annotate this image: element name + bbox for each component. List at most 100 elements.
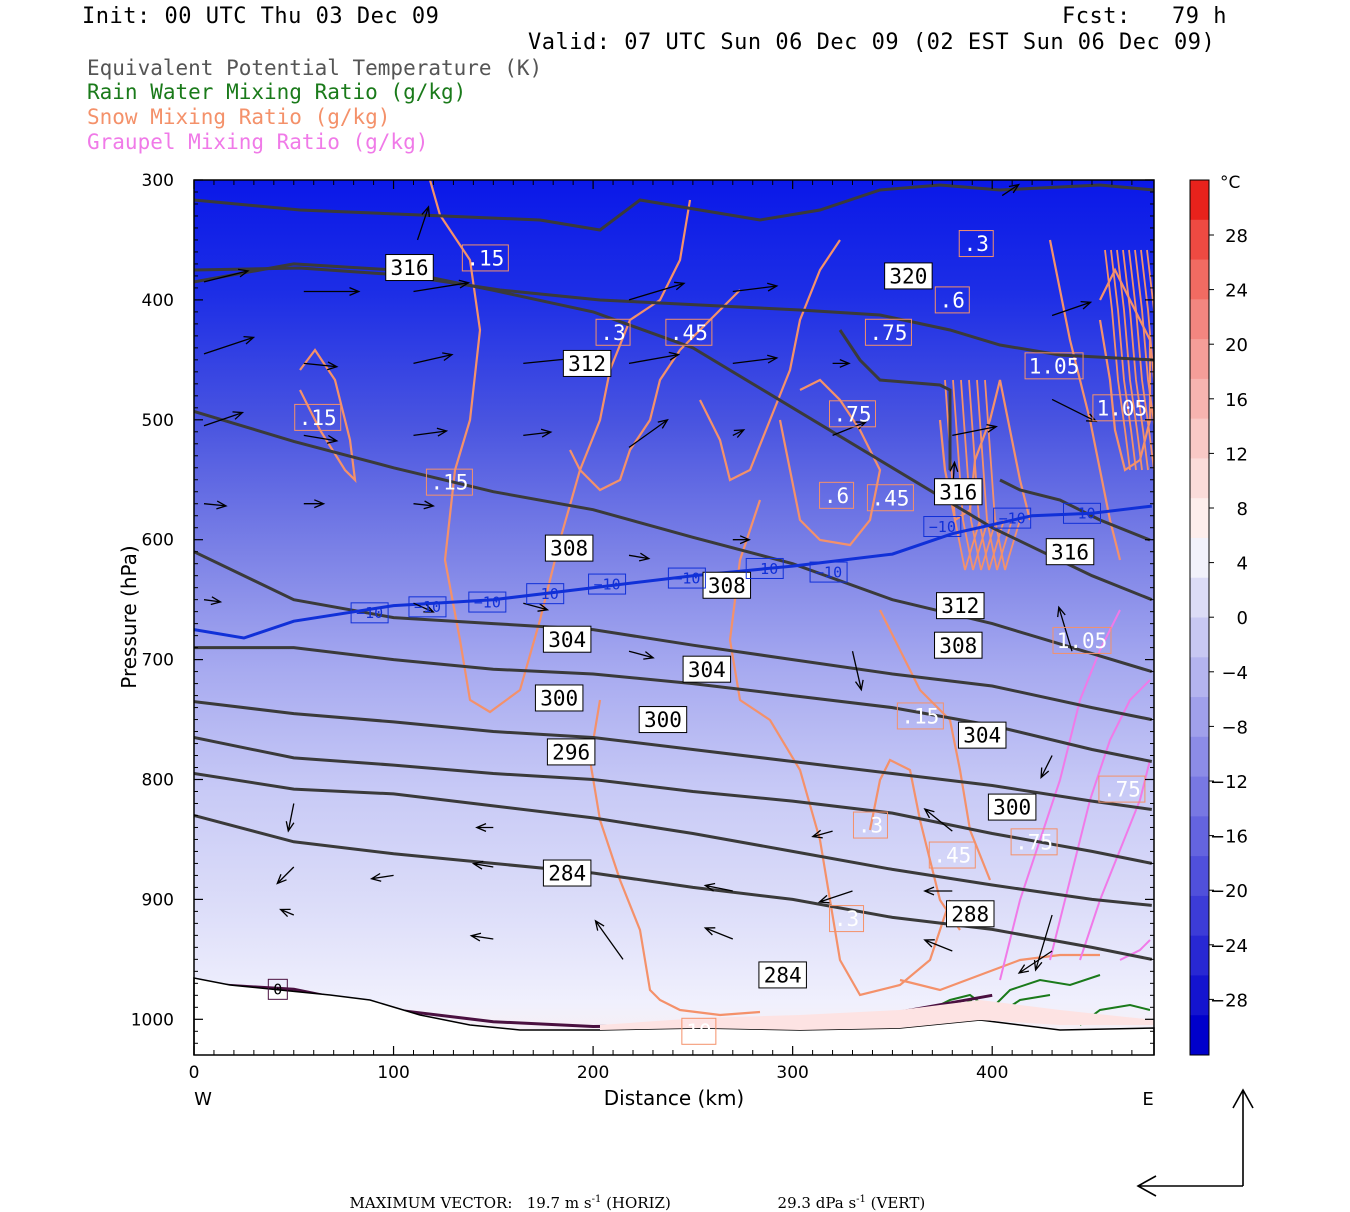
snow-label: .6 (940, 288, 965, 312)
snow-label-box (958, 230, 994, 258)
colorbar-band (1190, 935, 1209, 976)
colorbar-band (1190, 219, 1209, 261)
snow-contour (1134, 249, 1154, 430)
theta-e-label-box (702, 571, 752, 599)
wind-vector-arrow (303, 434, 339, 444)
snow-label-box (425, 468, 473, 496)
graupel-contour (1049, 679, 1151, 961)
wind-vector-arrow (203, 268, 250, 283)
snow-label-box (829, 905, 865, 933)
x-tick-label: 0 (189, 1063, 200, 1083)
wind-vector-arrow (303, 287, 361, 296)
isotherm-label: −10 (673, 569, 700, 587)
y-tick-label: 600 (142, 531, 174, 551)
wind-vector-arrow (1033, 914, 1053, 972)
snow-contour (1146, 249, 1154, 321)
theta-e-label: 300 (644, 708, 682, 732)
colorbar-band (1190, 657, 1209, 698)
wind-vector-arrow (285, 803, 295, 833)
wind-vector-arrow (628, 351, 681, 365)
theta-e-label-box (546, 738, 596, 766)
isotherm-label-box (588, 573, 627, 595)
plot-frame (193, 179, 1155, 1056)
max-vector-footer: MAXIMUM VECTOR: 19.7 m s-1 (HORIZ) (340, 1176, 671, 1212)
wind-vector-arrow (1017, 950, 1053, 974)
colorbar-label: 0 (1237, 608, 1248, 629)
wind-vector-arrow (1051, 398, 1098, 423)
snow-label-box (294, 403, 342, 431)
colorbar-band (1190, 458, 1209, 499)
wind-vector-arrow (413, 352, 454, 365)
wind-vector-arrow (203, 500, 228, 510)
wind-vector-arrow (832, 358, 851, 368)
wind-vector-arrow (732, 282, 779, 293)
snow-label-box (665, 318, 713, 346)
y-tick-label: 1000 (131, 1010, 174, 1030)
vert-unit: (VERT) (865, 1194, 926, 1212)
theta-e-label: 304 (688, 658, 726, 682)
snow-label-box (681, 1017, 717, 1045)
snow-contour (588, 699, 761, 1017)
isotherm-label-box (267, 978, 288, 1000)
snow-contour (1122, 249, 1149, 471)
colorbar-label: 24 (1225, 281, 1248, 302)
theta-e-label: 308 (939, 634, 977, 658)
snow-label-box (819, 481, 855, 509)
wind-vector-arrow (703, 882, 733, 892)
theta-e-label: 284 (764, 963, 802, 987)
isotherm-label-box (526, 583, 565, 605)
terrain (193, 977, 1155, 1055)
y-axis-title: Pressure (hPa) (117, 545, 141, 688)
snow-label-box (461, 244, 509, 272)
isotherm-label-box (923, 516, 962, 538)
wind-vector-arrow (703, 927, 734, 940)
theta-e-label-box (945, 900, 995, 928)
theta-e-line (194, 266, 1154, 362)
snow-label-box (896, 702, 944, 730)
wind-vector-arrow (303, 499, 326, 509)
graupel-contour (1119, 939, 1151, 961)
isotherm-label: −10 (999, 510, 1026, 528)
isotherm-label: −10 (414, 598, 441, 616)
colorbar-band (1190, 776, 1209, 817)
horiz-unit: (HORIZ) (601, 1194, 671, 1212)
snow-contour (1104, 249, 1131, 471)
colorbar: 28 24 20 16 12 8 4 0 −4 −8 −12 −16 −20 −24 −28 °C (1189, 173, 1248, 1056)
snow-label: .45 (871, 486, 909, 510)
colorbar-label: −24 (1210, 936, 1248, 957)
isotherm-label: 0 (273, 981, 282, 999)
theta-e-label: 308 (550, 537, 588, 561)
theta-e-label: 316 (391, 256, 429, 280)
theta-e-label-box (534, 684, 584, 712)
theta-e-label: 300 (540, 687, 578, 711)
colorbar-label: −20 (1210, 881, 1248, 902)
colorbar-label: 20 (1225, 335, 1248, 356)
colorbar-band (1190, 339, 1209, 380)
theta-e-label-box (385, 254, 434, 282)
snow-label: 1.05 (1029, 354, 1080, 378)
wind-vectors (203, 183, 1098, 974)
colorbar-label: 8 (1237, 499, 1248, 520)
colorbar-band (1190, 418, 1209, 459)
theta-e-label-box (758, 961, 807, 989)
x-axis-east-label: E (1142, 1089, 1153, 1110)
theta-e-label-box (638, 706, 688, 734)
theta-e-contours (194, 183, 1154, 961)
snow-label-box (866, 484, 914, 512)
colorbar-band (1190, 856, 1209, 897)
colorbar-band (1190, 816, 1209, 857)
wind-vector-arrow (732, 535, 751, 545)
forecast-hour: Fcst: 79 h (1062, 4, 1227, 29)
theta-e-label-box (544, 534, 594, 562)
theta-e-label-box (987, 793, 1037, 821)
isotherm-label: −10 (1068, 505, 1095, 523)
theta-e-label-box (542, 625, 592, 653)
y-tick-label: 400 (142, 291, 174, 311)
snow-label: .15 (299, 406, 337, 430)
snow-label: .75 (834, 402, 872, 426)
wind-vector-arrow (523, 602, 550, 612)
isotherm-label-box (993, 507, 1032, 529)
wind-vector-arrow (1040, 755, 1053, 779)
wind-vector-arrow (923, 886, 953, 896)
